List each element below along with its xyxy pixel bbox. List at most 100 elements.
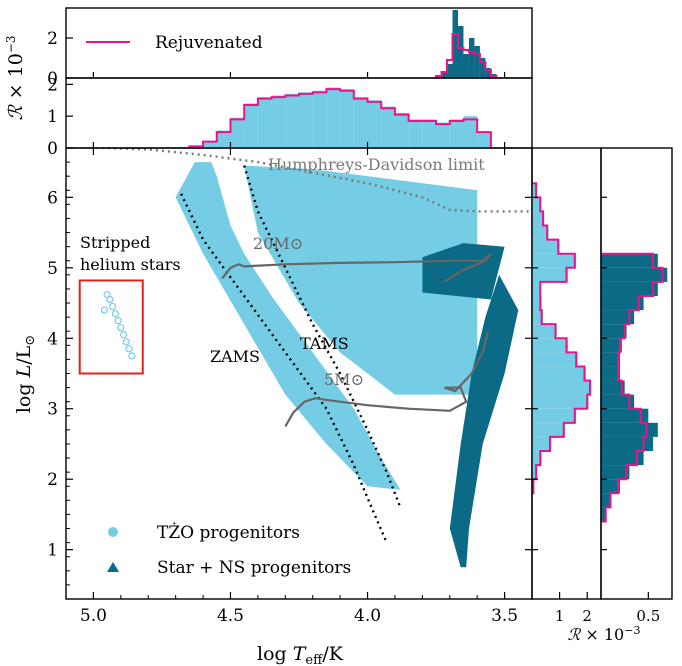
main-xtick-label-1: 4.5 (217, 606, 244, 626)
tzo-region (175, 162, 401, 490)
tzo-region-upper (244, 165, 478, 395)
track-5 (284, 330, 490, 427)
r1-data-layer (532, 182, 592, 495)
top1-ytick-label-1: 1 (47, 107, 58, 127)
right-xlabel: ℛ × 10−3 (568, 624, 641, 644)
top1-tzo-bar-16 (408, 119, 423, 148)
r1-tzo-bar-1 (532, 465, 537, 480)
main-ticks: 5.0 4.5 4.0 3.5 1 2 3 4 5 6 (47, 148, 532, 626)
top2-starns-bar-4 (457, 26, 464, 78)
top2-ytick-label-1: 2 (47, 29, 58, 49)
top1-data-layer (188, 87, 492, 148)
tams-label: TAMS (300, 334, 349, 353)
top1-tzo-bar-13 (367, 100, 382, 148)
stripped-label-1: Stripped (80, 233, 150, 252)
stripped-point-3 (114, 317, 122, 325)
top2-data-layer (435, 10, 498, 78)
r2-starns-bar-0 (601, 507, 606, 522)
top1-tzo-bar-17 (422, 119, 437, 148)
main-xlabel: log Teff/K (257, 643, 344, 666)
r1-tzo-bar-6 (532, 394, 589, 409)
top2-rej-step (435, 33, 498, 78)
top1-tzo-bar-4 (244, 103, 258, 148)
r1-tzo-bar-4 (532, 422, 566, 437)
hd-limit-label: Humphreys-Davidson limit (268, 155, 485, 174)
top2-starns-bar-9 (485, 68, 491, 78)
main-data-layer (71, 148, 532, 568)
top2-starns-bar-6 (468, 38, 475, 78)
r1-tzo-bar-3 (532, 436, 552, 452)
r2-starns-bar-17 (601, 267, 668, 282)
legend-marker-starns (107, 562, 119, 572)
top2-starns-bar-7 (474, 46, 480, 78)
hd-limit-line (71, 148, 532, 213)
r2-starns-bar-5 (601, 436, 654, 452)
starns-region (449, 274, 519, 568)
r2-starns-bar-16 (601, 281, 658, 296)
top1-tzo-bar-20 (463, 116, 478, 148)
r2-xtick-label-0: 0.5 (636, 607, 660, 625)
top1-tzo-bar-10 (326, 87, 341, 148)
r1-tzo-bar-12 (532, 310, 544, 325)
top1-ytick-label-2: 2 (47, 75, 58, 95)
top1-tzo-bar-19 (449, 119, 464, 148)
stripped-point-1 (108, 302, 117, 311)
top2-ytick-label-0: 0 (47, 69, 58, 89)
top1-tzo-bar-15 (394, 113, 409, 148)
r2-frame (600, 147, 673, 600)
main-panel: 5.0 4.5 4.0 3.5 1 2 3 4 5 6 Humphreys-Davidson li… (13, 147, 533, 666)
stripped-point-8 (128, 352, 136, 360)
main-ytick-label-4: 5 (47, 259, 58, 279)
r1-tzo-bar-15 (532, 267, 568, 282)
main-ylabel: log L/L⊙ (13, 335, 38, 413)
r1-tzo-bar-14 (532, 281, 541, 296)
top1-tzo-bar-7 (285, 93, 299, 148)
stripped-point-6 (122, 338, 130, 346)
r1-tzo-bar-9 (532, 352, 578, 367)
r2-starns-bar-1 (601, 493, 611, 508)
r2-starns-bar-10 (601, 366, 620, 381)
top-panel-tzo: 0 1 2 ℛ × 10−3 (4, 35, 533, 159)
r1-tzo-bar-7 (532, 380, 592, 395)
r1-rej-step (532, 182, 591, 495)
top1-frame (65, 77, 533, 149)
top1-tzo-bar-9 (312, 90, 327, 148)
r1-tzo-bar-11 (532, 324, 557, 339)
r2-starns-bar-13 (601, 324, 627, 339)
tams-line (243, 165, 402, 508)
track-5-label: 5M⊙ (324, 370, 364, 389)
r1-tzo-bar-20 (532, 197, 541, 212)
r1-tzo-bar-13 (532, 295, 542, 311)
r1-tzo-bar-2 (532, 451, 542, 466)
legend-marker-tzo (108, 527, 118, 537)
top1-tzo-bar-8 (299, 92, 313, 148)
top1-tzo-bar-3 (230, 117, 245, 148)
top2-starns-bar-1 (441, 72, 448, 78)
r1-tzo-bar-19 (532, 211, 545, 226)
main-ytick-label-0: 1 (47, 541, 58, 561)
r1-tzo-bar-21 (532, 183, 537, 198)
r1-tzo-bar-10 (532, 338, 568, 353)
stripped-box (78, 279, 144, 375)
main-xtick-label-0: 5.0 (80, 606, 107, 626)
top1-tzo-bar-14 (381, 106, 395, 148)
r2-starns-bar-11 (601, 352, 620, 367)
stripped-point-5 (119, 331, 128, 339)
r2-starns-bar-12 (601, 338, 622, 353)
stripped-point-10 (100, 306, 108, 314)
stripped-point-9 (106, 295, 114, 304)
r1-tzo-bar-17 (532, 239, 560, 254)
top1-tzo-bar-1 (203, 141, 217, 148)
legend-label-rejuvenated: Rejuvenated (155, 33, 263, 53)
right-panel-starns: 0.5 ℛ × 10−3 (568, 147, 673, 644)
r2-starns-bar-14 (601, 310, 635, 325)
r2-starns-bar-3 (601, 465, 630, 480)
top1-rej-step (188, 88, 492, 148)
r2-starns-bar-15 (601, 295, 644, 311)
r2-rej-step (601, 252, 664, 523)
r2-starns-bar-2 (601, 479, 620, 494)
main-ytick-label-5: 6 (47, 188, 58, 208)
r2-starns-bar-8 (601, 394, 635, 409)
